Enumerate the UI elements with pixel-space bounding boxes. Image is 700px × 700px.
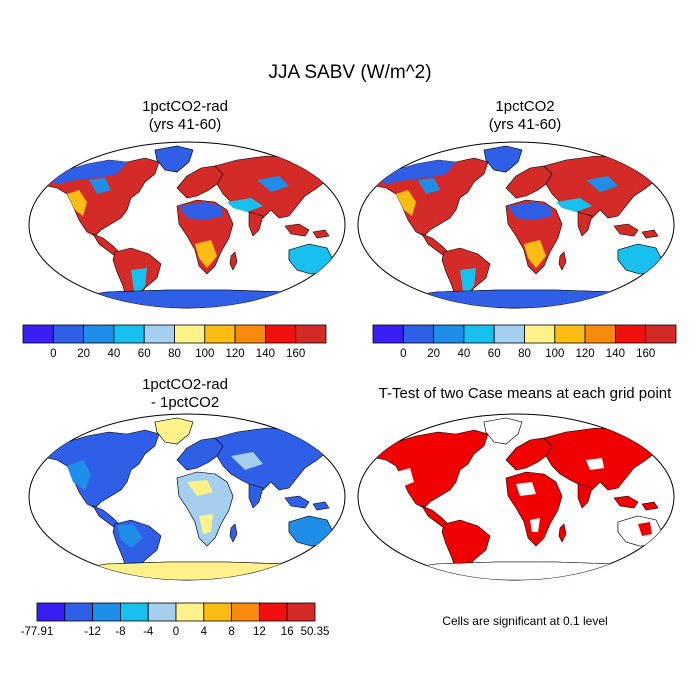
colorbar-rad-label: 140 [256,348,275,360]
colorbar-rad-cell [174,324,206,344]
colorbar-diff-cell [286,602,316,622]
panel-title-rad-line2: (yrs 41-60) [148,116,222,133]
colorbar-rad-cell [22,324,54,344]
colorbar-diff-label: 12 [253,626,266,638]
colorbar-rad-cell [264,324,297,344]
panel-title-ttest-line1: T-Test of two Case means at each grid po… [378,385,672,402]
colorbar-rad-label: 160 [286,348,305,360]
colorbar-rad-label: 40 [108,348,121,360]
panel-title-ttest: T-Test of two Case means at each grid po… [355,385,695,403]
colorbar-rad-cell [234,324,266,344]
colorbar-diff-label: 16 [281,626,294,638]
colorbar-diff-label: -77.91 [21,626,54,638]
colorbar-co2-cell [402,324,434,344]
significance-note: Cells are significant at 0.1 level [442,614,608,628]
colorbar-co2-cell [584,324,616,344]
colorbar-diff-cell [258,602,288,622]
map-rad [28,141,346,309]
colorbar-diff-cell [231,602,260,622]
colorbar-diff-cell [147,602,177,622]
colorbar-co2-label: 120 [576,348,595,360]
colorbar-diff-label: -12 [84,626,101,638]
colorbar-co2-cell [372,324,404,344]
colorbar-rad-cell [295,324,327,344]
colorbar-co2-label: 140 [606,348,625,360]
panel-title-rad-line1: 1pctCO2-rad [142,98,228,115]
colorbar-co2-cell [645,324,677,344]
colorbar-rad-label: 20 [77,348,90,360]
colorbar-diff-label: 0 [173,626,179,638]
figure-title: JJA SABV (W/m^2) [268,62,432,83]
colorbar-diff-label: -8 [115,626,125,638]
panel-title-co2-line1: 1pctCO2 [495,98,555,115]
colorbar-co2-label: 160 [636,348,655,360]
colorbar-rad-label: 120 [226,348,245,360]
colorbar-co2-label: 20 [427,348,440,360]
colorbar-co2-label: 60 [488,348,501,360]
colorbar-diff-cell [36,602,66,622]
panel-title-co2-line2: (yrs 41-60) [488,116,562,133]
colorbar-rad-label: 60 [138,348,151,360]
map-ttest [357,413,675,581]
panel-title-diff-line2: - 1pctCO2 [150,394,220,411]
colorbar-co2-cell [615,324,647,344]
colorbar-rad-cell [83,324,115,344]
colorbar-rad-cell [204,324,236,344]
colorbar-diff-cell [120,602,149,622]
colorbar-co2-cell [554,324,586,344]
colorbar-rad-cell [52,324,84,344]
colorbar-rad-cell [113,324,145,344]
colorbar-rad-label: 100 [195,348,214,360]
colorbar-co2-label: 100 [545,348,564,360]
colorbar-co2-label: 80 [518,348,531,360]
panel-title-rad: 1pctCO2-rad (yrs 41-60) [95,98,275,134]
colorbar-diff: -77.91 -12 -8 -4 0 4 8 12 16 50.35 [21,602,330,638]
colorbar-rad-cell [143,324,175,344]
colorbar-diff-label: 4 [201,626,208,638]
colorbar-co2-cell [433,324,465,344]
map-co2 [357,141,675,309]
colorbar-diff-cell [203,602,233,622]
panel-title-diff: 1pctCO2-rad - 1pctCO2 [95,376,275,412]
map-diff [28,413,346,581]
colorbar-diff-cell [92,602,121,622]
colorbar-diff-label: 50.35 [301,626,330,638]
panel-title-diff-line1: 1pctCO2-rad [142,376,228,393]
colorbar-rad: 0 20 40 60 80 100 120 140 160 [22,324,327,360]
colorbar-co2-label: 40 [458,348,471,360]
colorbar-co2-label: 0 [400,348,406,360]
colorbar-diff-cell [64,602,94,622]
colorbar-co2: 0 20 40 60 80 100 120 140 160 [372,324,677,360]
colorbar-diff-cell [175,602,205,622]
panel-title-co2: 1pctCO2 (yrs 41-60) [435,98,615,134]
colorbar-rad-label: 0 [50,348,56,360]
colorbar-co2-cell [463,324,495,344]
colorbar-diff-label: 8 [228,626,234,638]
colorbar-diff-label: -4 [143,626,154,638]
colorbar-rad-label: 80 [168,348,181,360]
colorbar-co2-cell [493,324,525,344]
colorbar-co2-cell [524,324,556,344]
